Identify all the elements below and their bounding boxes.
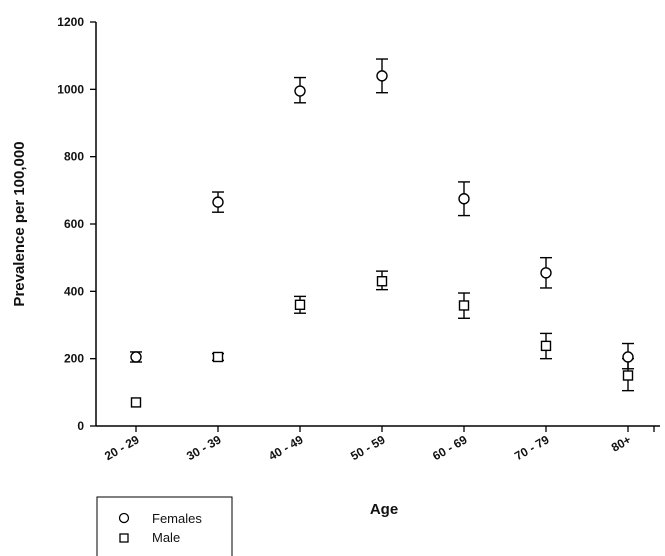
legend-females-marker: [118, 512, 130, 524]
y-tick-label: 600: [64, 217, 84, 231]
male-point: [540, 340, 552, 352]
females-point: [458, 193, 470, 205]
x-tick-label: 30 - 39: [184, 432, 224, 463]
y-ticks: 0 200 400 600 800 1000 1200: [57, 15, 96, 433]
legend: Females Male: [96, 496, 233, 556]
x-tick-label: 40 - 49: [266, 432, 306, 463]
females-point: [294, 85, 306, 97]
male-point: [294, 299, 306, 310]
females-point: [376, 70, 388, 82]
x-tick-label: 50 - 59: [348, 432, 388, 463]
male-point: [212, 351, 224, 363]
male-point: [130, 397, 142, 408]
x-tick-label: 20 - 29: [102, 432, 142, 463]
y-tick-label: 800: [64, 150, 84, 164]
y-tick-label: 0: [77, 419, 84, 433]
male-point: [376, 276, 388, 287]
y-tick-label: 400: [64, 284, 84, 298]
y-tick-label: 1200: [57, 15, 84, 29]
axes: [95, 22, 660, 427]
legend-box: [96, 496, 233, 556]
females-point: [540, 267, 552, 279]
male-point: [622, 370, 634, 381]
male-point: [458, 300, 470, 311]
x-ticks: 20 - 29 30 - 39 40 - 49 50 - 59 60 - 69 70 - …: [102, 426, 655, 463]
legend-male-marker: [119, 533, 129, 543]
x-tick-label: 70 - 79: [512, 432, 552, 463]
data-points: [130, 70, 634, 408]
y-tick-label: 200: [64, 352, 84, 366]
legend-females-label: Females: [152, 511, 202, 526]
error-bars: [130, 58, 634, 392]
females-point: [622, 351, 634, 363]
x-tick-label: 80+: [609, 432, 634, 454]
x-tick-label: 60 - 69: [430, 432, 470, 463]
y-tick-label: 1000: [57, 82, 84, 96]
y-axis-title: Prevalence per 100,000: [11, 141, 28, 306]
females-point: [130, 351, 142, 363]
x-axis-title: Age: [370, 501, 398, 518]
females-point: [212, 196, 224, 208]
legend-male-label: Male: [152, 530, 180, 545]
